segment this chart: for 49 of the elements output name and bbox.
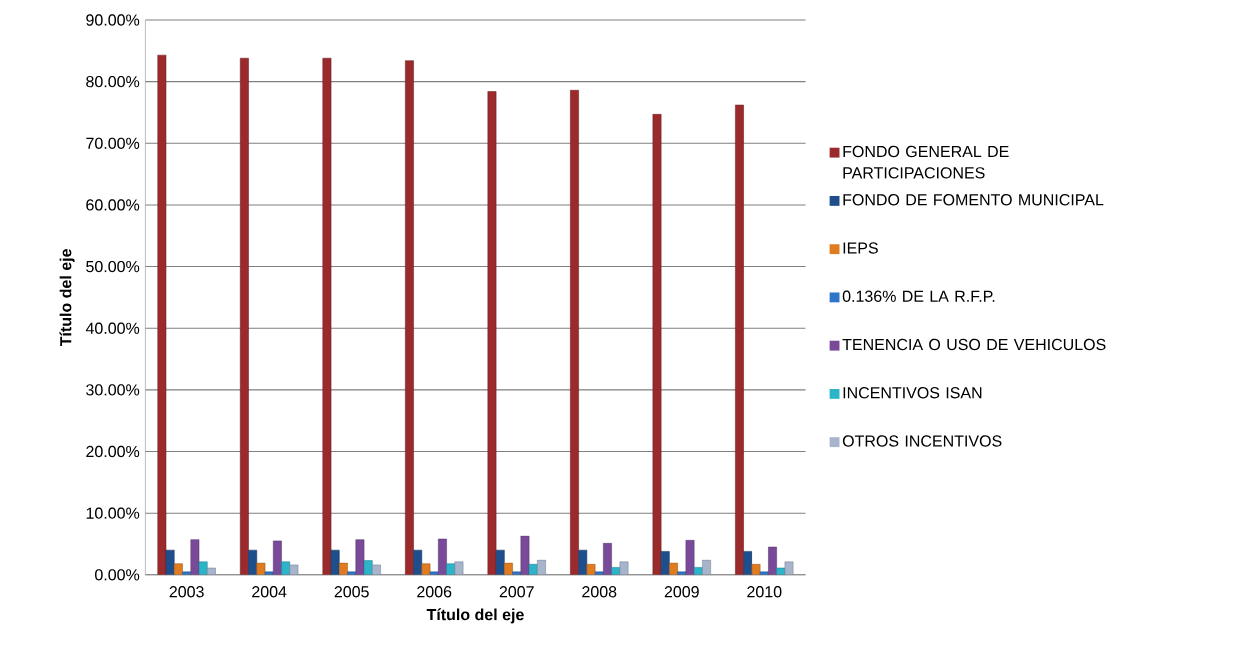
y-tick-label: 90.00%	[86, 14, 140, 26]
bar	[702, 559, 711, 575]
legend-label: TENENCIA O USO DE VEHICULOS	[842, 338, 1106, 351]
x-tick-label: 2006	[417, 586, 452, 598]
x-tick-label: 2010	[747, 586, 782, 598]
bar	[363, 560, 373, 575]
y-tick-label: 0.00%	[95, 569, 140, 581]
x-tick-label: 2004	[252, 586, 287, 598]
bar	[603, 543, 612, 575]
y-tick-label: 30.00%	[86, 384, 140, 396]
legend-label: FONDO DE FOMENTO MUNICIPAL	[843, 194, 1104, 206]
y-tick-label: 70.00%	[86, 137, 140, 150]
bar	[528, 564, 538, 575]
bar	[198, 561, 208, 575]
y-tick-label: 40.00%	[85, 322, 140, 334]
bar	[207, 567, 216, 575]
bar	[520, 535, 530, 575]
y-tick-label: 10.00%	[86, 507, 140, 519]
y-tick-label: 50.00%	[86, 261, 140, 273]
legend-label: FONDO GENERAL DE PARTICIPACIONES	[843, 145, 1009, 179]
y-tick-label: 20.00%	[86, 445, 140, 458]
legend-label: IEPS	[843, 242, 878, 254]
bar	[372, 564, 381, 575]
bar	[537, 559, 546, 575]
y-tick-label: 80.00%	[86, 76, 140, 88]
bar	[693, 567, 703, 575]
x-tick-label: 2003	[169, 586, 204, 598]
legend-label: INCENTIVOS ISAN	[843, 387, 982, 399]
bar	[273, 540, 282, 575]
x-axis-title: Título del eje	[426, 608, 524, 624]
bar	[190, 539, 200, 575]
legend-label: OTROS INCENTIVOS	[842, 435, 1002, 447]
bar	[768, 546, 777, 575]
bar	[289, 564, 299, 575]
y-axis-title: Título del eje	[59, 249, 75, 347]
x-tick-label: 2009	[664, 586, 699, 598]
x-tick-label: 2005	[334, 586, 369, 598]
x-tick-label: 2008	[582, 586, 617, 598]
bar	[281, 561, 291, 575]
bar	[619, 561, 629, 575]
legend-label: 0.136% DE LA R.F.P.	[842, 290, 995, 303]
bar	[355, 539, 365, 575]
bar	[776, 567, 786, 575]
bar	[438, 538, 447, 575]
y-tick-label: 60.00%	[86, 199, 140, 211]
bar	[685, 540, 695, 575]
bar	[454, 561, 464, 575]
x-tick-label: 2007	[499, 586, 534, 598]
bar	[784, 561, 794, 575]
